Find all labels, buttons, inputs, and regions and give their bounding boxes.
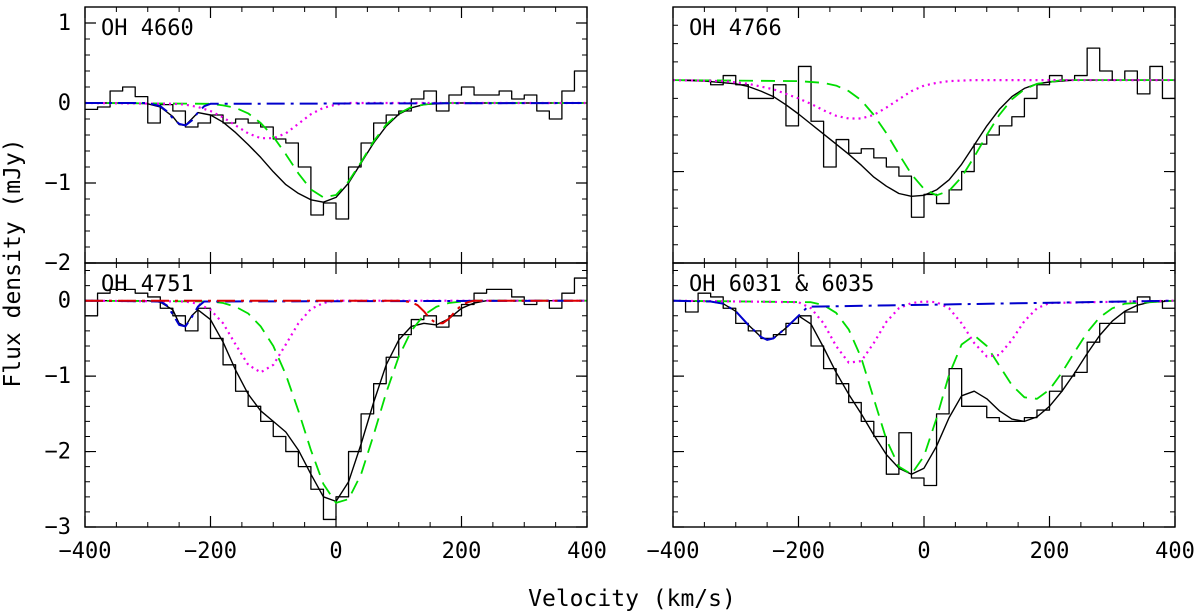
x-tick-label: 200 — [1030, 539, 1070, 564]
series-group — [85, 277, 587, 521]
major-ticks — [672, 7, 1176, 264]
series-component-magenta — [85, 101, 587, 140]
y-tick-label: −3 — [45, 515, 72, 540]
series-component-red — [85, 299, 587, 325]
x-tick-label: −400 — [647, 539, 700, 564]
series-fit-total — [673, 79, 1175, 197]
series-histogram — [673, 47, 1175, 218]
y-tick-label: −1 — [45, 171, 72, 196]
series-component-blue — [85, 102, 587, 127]
y-tick-label: 0 — [58, 289, 71, 314]
series-component-blue — [673, 299, 1175, 341]
x-tick-label: 400 — [1155, 539, 1195, 564]
x-tick-label: 0 — [917, 539, 930, 564]
plot-frame — [672, 262, 1176, 528]
panel-title: OH 4751 — [101, 272, 194, 297]
series-component-green — [85, 299, 587, 504]
y-tick-label: −1 — [45, 364, 72, 389]
x-tick-label: −200 — [772, 539, 825, 564]
plot-frame — [84, 6, 588, 264]
panel-title: OH 6031 & 6035 — [689, 272, 874, 297]
panel: 1 0 −1 −2 OH 4660 — [45, 6, 588, 276]
x-tick-label: 200 — [442, 539, 482, 564]
series-group — [673, 47, 1175, 218]
series-fit-total — [85, 300, 587, 503]
panel: 0 −1 −2 −3−400 −200 0 200 400 OH 4751 — [45, 262, 607, 564]
panel: −400 −200 0 200 400 OH 6031 & 6035 — [647, 262, 1195, 564]
series-group — [85, 70, 587, 220]
plot-frame — [672, 6, 1176, 264]
minor-ticks — [84, 6, 588, 264]
major-ticks — [84, 7, 588, 264]
x-tick-label: 0 — [329, 539, 342, 564]
x-tick-label: −400 — [59, 539, 112, 564]
series-component-green — [673, 299, 1175, 476]
minor-ticks — [672, 6, 1176, 264]
y-tick-label: 1 — [58, 11, 71, 36]
series-histogram — [673, 292, 1175, 487]
series-group — [673, 292, 1175, 487]
plot-frame — [84, 262, 588, 528]
series-component-green — [673, 79, 1175, 197]
x-axis-title: Velocity (km/s) — [528, 586, 736, 612]
y-axis-title: Flux density (mJy) — [0, 138, 26, 387]
panel-title: OH 4766 — [689, 16, 782, 41]
y-tick-label: −2 — [45, 440, 72, 465]
x-tick-label: 400 — [567, 539, 607, 564]
series-component-blue — [85, 299, 587, 328]
y-tick-label: −2 — [45, 251, 72, 276]
series-histogram — [85, 70, 587, 220]
series-histogram — [85, 277, 587, 521]
panel-title: OH 4660 — [101, 16, 194, 41]
series-component-green — [85, 102, 587, 199]
panel: OH 4766 — [672, 6, 1176, 264]
series-component-magenta — [85, 299, 587, 374]
x-tick-label: −200 — [184, 539, 237, 564]
y-tick-label: 0 — [58, 91, 71, 116]
